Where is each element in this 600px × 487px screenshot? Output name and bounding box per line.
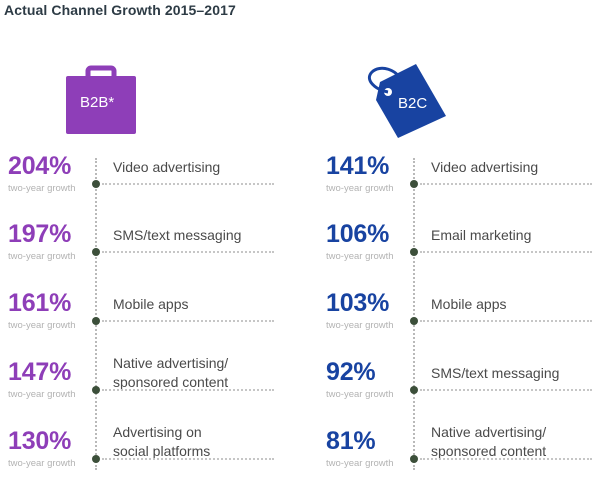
list-item: 147% two-year growth Native advertising/sp… [0,355,290,418]
channel-label-line: Video advertising [431,159,539,175]
channel-label: Email marketing [431,226,531,245]
list-item: 106% two-year growth Email marketing [318,220,600,280]
channel-label: SMS/text messaging [113,226,241,245]
growth-percent: 81% [326,427,376,455]
list-item: 130% two-year growth Advertising on social … [0,424,290,487]
growth-subtitle: two-year growth [8,458,76,469]
b2c-icon-label: B2C [398,95,428,112]
b2c-column: B2C 141% two-year growth Video advertising… [318,0,600,475]
growth-subtitle: two-year growth [8,251,76,262]
growth-subtitle: two-year growth [8,183,76,194]
timeline-dot [410,317,418,325]
list-item: 81% two-year growth Native advertising/spo… [318,424,600,487]
channel-label-line: social platforms [113,443,211,459]
channel-label-line: Mobile apps [431,296,507,312]
growth-percent: 204% [8,152,72,180]
channel-label: Video advertising [431,158,538,177]
price-tag-icon: B2C [358,60,450,140]
channel-label-line: Native advertising/ [431,424,547,440]
timeline-dot [92,386,100,394]
growth-subtitle: two-year growth [326,458,394,469]
channel-label-line: SMS/text messaging [431,365,560,381]
list-item: 92% two-year growth SMS/text messaging [318,358,600,418]
briefcase-icon: B2B* [66,64,138,136]
growth-percent: 197% [8,220,72,248]
dotted-divider [420,320,592,322]
channel-label-line: Advertising on [113,424,202,440]
channel-label: Advertising on social platforms [113,423,210,461]
dotted-divider [420,458,592,460]
growth-subtitle: two-year growth [8,389,76,400]
channel-label-line: Email marketing [431,227,532,243]
list-item: 204% two-year growth Video advertising [0,152,290,212]
growth-subtitle: two-year growth [326,320,394,331]
list-item: 103% two-year growth Mobile apps [318,289,600,349]
growth-subtitle: two-year growth [8,320,76,331]
channel-label-line: Native advertising/ [113,355,229,371]
growth-percent: 161% [8,289,72,317]
channel-label-line: sponsored content [113,374,229,390]
dotted-divider [102,251,274,253]
channel-label: Mobile apps [113,295,189,314]
growth-subtitle: two-year growth [326,251,394,262]
growth-percent: 147% [8,358,72,386]
channel-label-line: sponsored content [431,443,547,459]
timeline-dot [92,180,100,188]
list-item: 141% two-year growth Video advertising [318,152,600,212]
dotted-divider [102,320,274,322]
channel-label-line: Mobile apps [113,296,189,312]
growth-percent: 103% [326,289,390,317]
timeline-dot [92,248,100,256]
growth-percent: 92% [326,358,376,386]
b2b-column: B2B* 204% two-year growth Video advertisin… [0,0,290,475]
timeline-dot [410,248,418,256]
list-item: 161% two-year growth Mobile apps [0,289,290,349]
growth-subtitle: two-year growth [326,183,394,194]
channel-label: Mobile apps [431,295,507,314]
timeline-dot [410,386,418,394]
dotted-divider [102,183,274,185]
growth-percent: 106% [326,220,390,248]
list-item: 197% two-year growth SMS/text messaging [0,220,290,280]
timeline-dot [92,317,100,325]
channel-label: Native advertising/sponsored content [113,354,228,392]
channel-label-line: SMS/text messaging [113,227,242,243]
channel-label-line: Video advertising [113,159,221,175]
dotted-divider [420,251,592,253]
timeline-dot [410,180,418,188]
dotted-divider [102,389,274,391]
chart-title: Actual Channel Growth 2015–2017 [4,2,236,18]
timeline-dot [410,455,418,463]
dotted-divider [102,458,274,460]
channel-label: Video advertising [113,158,220,177]
b2b-icon-label: B2B* [80,94,115,111]
dotted-divider [420,183,592,185]
b2c-timeline [413,158,415,470]
channel-label: Native advertising/sponsored content [431,423,546,461]
dotted-divider [420,389,592,391]
timeline-dot [92,455,100,463]
growth-percent: 141% [326,152,390,180]
growth-subtitle: two-year growth [326,389,394,400]
growth-percent: 130% [8,427,72,455]
b2b-timeline [95,158,97,470]
channel-label: SMS/text messaging [431,364,559,383]
